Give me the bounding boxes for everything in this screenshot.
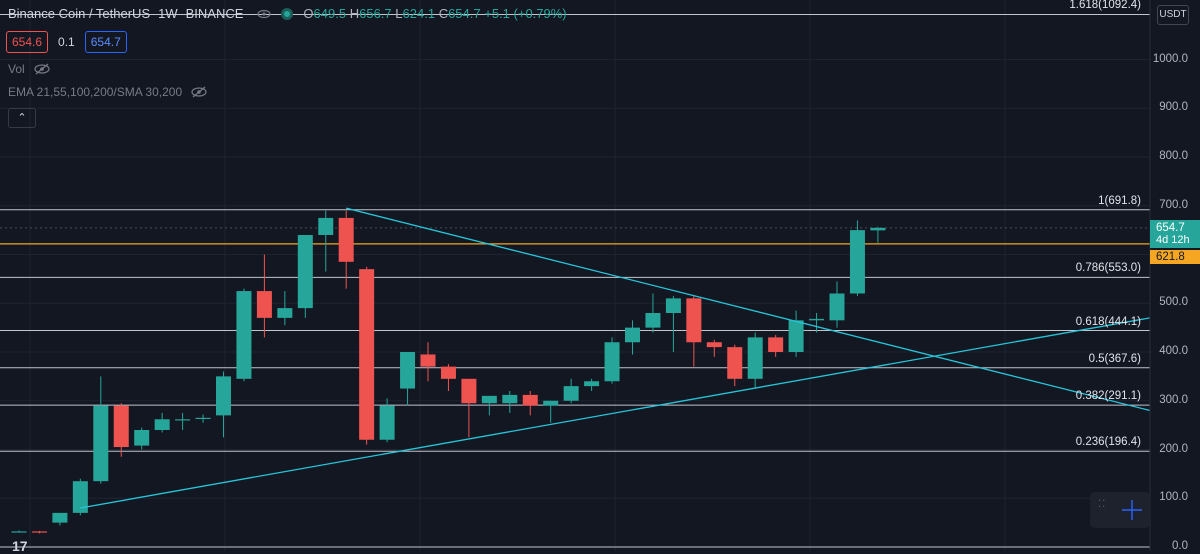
axis-tick-label: 300.0: [1159, 393, 1188, 406]
candle-body: [113, 405, 129, 448]
axis-tick-label: 700.0: [1159, 198, 1188, 211]
sell-button[interactable]: 654.6: [6, 31, 49, 53]
candle-body: [359, 269, 375, 440]
candle-body: [154, 419, 170, 430]
candle-body: [829, 293, 845, 321]
fib-level-label: 0.786(553.0): [1075, 262, 1141, 275]
eye-hidden-icon[interactable]: [33, 62, 51, 76]
indicator-ema-label: EMA 21,55,100,200/SMA 30,200: [8, 85, 183, 99]
candle-body: [216, 376, 231, 416]
axis-tick-label: 500.0: [1159, 296, 1188, 309]
candle-body: [277, 308, 293, 318]
indicator-vol[interactable]: Vol: [8, 62, 51, 76]
high-value: 656.7: [359, 6, 392, 21]
fib-level-label: 0.5(367.6): [1088, 352, 1141, 365]
candle-body: [52, 512, 68, 523]
symbol-header: Binance Coin / TetherUS 1W BINANCE O649.…: [8, 6, 567, 21]
candle-body: [849, 230, 865, 294]
candle-body: [31, 531, 47, 533]
eye-icon[interactable]: [257, 7, 272, 21]
candle-body: [338, 217, 354, 262]
change-value: +5.1 (+0.79%): [484, 6, 567, 21]
buy-button[interactable]: 654.7: [84, 31, 127, 53]
axis-tick-label: 1000.0: [1152, 52, 1188, 65]
axis-tick-label: 400.0: [1159, 345, 1188, 357]
interval[interactable]: 1W: [158, 6, 178, 21]
candle-body: [543, 400, 559, 406]
current-price: 654.7: [1156, 221, 1185, 234]
axis-tick-label: 200.0: [1159, 442, 1188, 455]
candle-body: [706, 342, 722, 348]
candle-body: [236, 291, 252, 379]
ohlc-values: O649.5 H656.7 L624.1 C654.7 +5.1 (+0.79%…: [303, 6, 567, 21]
candle-body: [502, 394, 518, 404]
candle-body: [809, 318, 825, 321]
candle-body: [134, 430, 150, 446]
candle-body: [481, 395, 497, 404]
bar-countdown: 4d 12h: [1156, 233, 1190, 246]
candle-body: [11, 531, 27, 533]
level-price-tag: 621.8: [1150, 249, 1200, 264]
candle-body: [584, 381, 600, 387]
open-value: 649.5: [313, 6, 347, 21]
indicator-ema[interactable]: EMA 21,55,100,200/SMA 30,200: [8, 85, 208, 99]
candle-body: [645, 313, 661, 328]
crosshair-icon[interactable]: [1120, 498, 1144, 522]
trendline: [80, 317, 1151, 509]
drag-handle-icon[interactable]: ⁚⁚: [1098, 499, 1107, 510]
candle-body: [195, 417, 211, 420]
symbol-title[interactable]: Binance Coin / TetherUS: [8, 6, 151, 21]
candle-body: [400, 352, 416, 389]
current-price-tag: 654.7 4d 12h: [1150, 219, 1200, 248]
candle-body: [318, 217, 334, 235]
candle-body: [727, 347, 743, 379]
candle-body: [686, 298, 702, 343]
candle-body: [256, 291, 272, 318]
fib-level-label: 0.382(291.1): [1075, 390, 1141, 403]
low-value: 624.1: [402, 6, 436, 21]
tradingview-logo-icon[interactable]: 17: [12, 538, 28, 554]
currency-label[interactable]: USDT: [1157, 5, 1189, 25]
fib-level-label: 0.618(444.1): [1075, 315, 1141, 328]
trendline: [346, 207, 1151, 412]
candle-body: [747, 337, 763, 379]
fib-level-label: 1.618(1092.4): [1069, 0, 1141, 12]
collapse-indicators-button[interactable]: ⌃: [8, 108, 36, 128]
candle-body: [440, 366, 456, 379]
candle-body: [461, 378, 477, 404]
candle-body: [788, 320, 804, 352]
candle-body: [420, 354, 436, 367]
candle-body: [604, 342, 620, 382]
drawing-tool-panel: ⁚⁚: [1090, 492, 1150, 528]
candle-body: [768, 337, 784, 352]
fib-level-label: 1(691.8): [1098, 194, 1141, 207]
axis-tick-label: 900.0: [1159, 101, 1188, 114]
candle-body: [870, 227, 886, 231]
candle-body: [563, 386, 579, 401]
market-status-icon: [281, 7, 294, 20]
candle-body: [175, 419, 191, 421]
close-value: 654.7: [448, 6, 481, 21]
exchange: BINANCE: [185, 6, 244, 21]
candle-body: [625, 327, 640, 343]
axis-tick-label: 0.0: [1172, 540, 1188, 552]
trade-buttons: 654.6 0.1 654.7: [6, 31, 127, 53]
fib-level-label: 0.236(196.4): [1075, 436, 1141, 449]
axis-tick-label: 800.0: [1159, 150, 1188, 162]
candle-body: [522, 394, 538, 406]
candle-body: [93, 405, 109, 482]
eye-hidden-icon[interactable]: [190, 85, 208, 99]
indicator-vol-label: Vol: [8, 62, 25, 76]
candle-body: [72, 481, 88, 513]
axis-tick-label: 100.0: [1159, 491, 1188, 504]
candle-body: [297, 235, 313, 309]
chevron-up-icon: ⌃: [17, 112, 27, 124]
candle-body: [665, 298, 681, 313]
spread-value: 0.1: [58, 35, 75, 49]
candle-body: [379, 405, 395, 440]
